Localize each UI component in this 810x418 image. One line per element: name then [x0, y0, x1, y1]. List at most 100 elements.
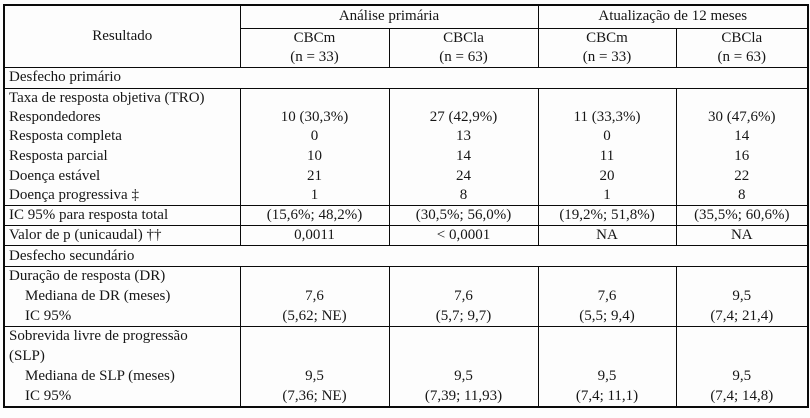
cell-value: 10 (30,3%) — [239, 107, 389, 128]
cell-value: 7,6 — [239, 286, 389, 307]
cell-value: 24 — [388, 166, 539, 186]
header-row-arms: CBCm (n = 33) CBCla (n = 63) CBCm (n = 3… — [4, 28, 809, 68]
cell-value: 14 — [675, 127, 809, 147]
cell-value — [388, 326, 539, 347]
cell-value — [388, 266, 539, 287]
cell-value: 20 — [537, 166, 677, 186]
cell-value: NA — [537, 225, 677, 247]
row-label: (SLP) — [9, 348, 45, 365]
row-label: Resposta parcial — [9, 148, 108, 165]
cell-value: 16 — [675, 146, 809, 167]
row-label: Mediana de SLP (meses) — [25, 368, 175, 385]
table-row: IC 95% (5,62; NE) (5,7; 9,7) (5,5; 9,4) … — [4, 306, 809, 328]
arm-n: (n = 33) — [290, 48, 339, 65]
cell-value: 9,5 — [388, 366, 539, 387]
table-row: Doença estável 21 24 20 22 — [4, 166, 809, 186]
cell-value: (15,6%; 48,2%) — [239, 205, 389, 227]
cell-value: 0 — [537, 127, 677, 147]
cell-value: 22 — [675, 166, 809, 186]
row-label: Mediana de DR (meses) — [25, 288, 171, 305]
cell-value: (7,4; 14,8) — [675, 386, 809, 407]
cell-value: 9,5 — [675, 366, 809, 387]
arm-n: (n = 33) — [582, 48, 632, 65]
cell-value: 27 (42,9%) — [388, 107, 539, 128]
cell-value: (5,5; 9,4) — [537, 306, 677, 328]
section-header-desfecho-primario: Desfecho primário — [4, 67, 809, 89]
row-label: Taxa de resposta objetiva (TRO) — [9, 89, 205, 106]
cell-value: 0,0011 — [239, 225, 389, 247]
cell-value — [388, 88, 539, 108]
results-table: Resultado Análise primária Atualização d… — [3, 4, 810, 408]
cell-value — [675, 346, 809, 367]
cell-value: (7,36; NE) — [239, 386, 389, 407]
column-header-cbcm-primaria: CBCm (n = 33) — [239, 28, 389, 68]
cell-value — [239, 88, 389, 108]
row-label: IC 95% para resposta total — [4, 205, 240, 227]
table-row: (SLP) — [4, 346, 809, 367]
column-group-atualizacao-12-meses: Atualização de 12 meses — [537, 5, 809, 29]
cell-value: 13 — [388, 127, 539, 147]
cell-value: (7,4; 21,4) — [675, 306, 809, 328]
table-row: Taxa de resposta objetiva (TRO) — [4, 88, 809, 108]
column-header-cbcla-atualizacao: CBCla (n = 63) — [675, 28, 809, 68]
cell-value: 11 (33,3%) — [537, 107, 677, 128]
arm-name: CBCm — [586, 29, 628, 46]
column-group-analise-primaria: Análise primária — [239, 5, 539, 29]
cell-value: 8 — [675, 185, 809, 207]
arm-n: (n = 63) — [717, 48, 766, 65]
table-row: Doença progressiva ‡ 1 8 1 8 — [4, 185, 809, 207]
row-label: Sobrevida livre de progressão — [9, 328, 188, 345]
cell-value: (7,39; 11,93) — [388, 386, 539, 407]
cell-value — [675, 326, 809, 347]
cell-value: 9,5 — [675, 286, 809, 307]
cell-value — [239, 266, 389, 287]
cell-value — [239, 326, 389, 347]
cell-value: (30,5%; 56,0%) — [388, 205, 539, 227]
table-row: Resposta completa 0 13 0 14 — [4, 127, 809, 147]
table-row: IC 95% para resposta total (15,6%; 48,2%… — [4, 205, 809, 227]
cell-value — [537, 266, 677, 287]
cell-value: 7,6 — [388, 286, 539, 307]
row-label: Doença progressiva ‡ — [4, 185, 240, 207]
cell-value: (19,2%; 51,8%) — [537, 205, 677, 227]
cell-value: 14 — [388, 146, 539, 167]
section-row: Desfecho secundário — [4, 245, 809, 268]
row-label: IC 95% — [25, 387, 72, 404]
cell-value: 9,5 — [239, 366, 389, 387]
cell-value: 30 (47,6%) — [675, 107, 809, 128]
table-row: Respondedores 10 (30,3%) 27 (42,9%) 11 (… — [4, 107, 809, 128]
cell-value — [675, 266, 809, 287]
cell-value: 1 — [537, 185, 677, 207]
section-row: Desfecho primário — [4, 67, 809, 89]
cell-value: 11 — [537, 146, 677, 167]
cell-value — [675, 88, 809, 108]
cell-value: 9,5 — [537, 366, 677, 387]
cell-value: (5,62; NE) — [239, 306, 389, 328]
cell-value: (35,5%; 60,6%) — [675, 205, 809, 227]
cell-value — [537, 88, 677, 108]
cell-value: (7,4; 11,1) — [537, 386, 677, 407]
cell-value: 10 — [239, 146, 389, 167]
column-header-cbcm-atualizacao: CBCm (n = 33) — [537, 28, 677, 68]
row-label: Resposta completa — [9, 128, 122, 145]
cell-value: < 0,0001 — [388, 225, 539, 247]
cell-value: 21 — [239, 166, 389, 186]
row-label: Duração de resposta (DR) — [9, 268, 166, 285]
table-row: Resposta parcial 10 14 11 16 — [4, 146, 809, 167]
row-label: IC 95% — [4, 306, 240, 328]
row-label: Doença estável — [9, 167, 101, 184]
row-label: Respondedores — [9, 108, 101, 125]
cell-value: 1 — [239, 185, 389, 207]
arm-name: CBCla — [721, 29, 763, 46]
cell-value — [537, 326, 677, 347]
cell-value: (5,7; 9,7) — [388, 306, 539, 328]
arm-n: (n = 63) — [439, 48, 488, 65]
table-row: Duração de resposta (DR) — [4, 266, 809, 287]
table-row: Sobrevida livre de progressão — [4, 326, 809, 347]
arm-name: CBCm — [293, 29, 336, 46]
cell-value — [537, 346, 677, 367]
cell-value: 0 — [239, 127, 389, 147]
column-header-cbcla-primaria: CBCla (n = 63) — [388, 28, 539, 68]
header-row-groups: Resultado Análise primária Atualização d… — [4, 5, 809, 68]
